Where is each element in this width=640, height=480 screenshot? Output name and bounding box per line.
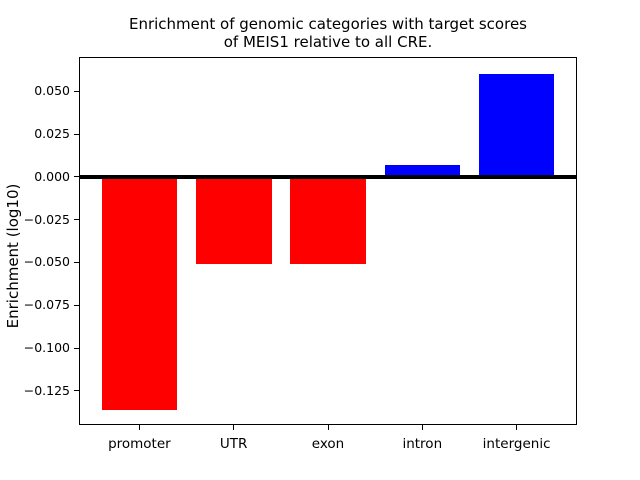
bar-exon <box>290 176 366 265</box>
y-tick-label: −0.050 <box>23 254 70 270</box>
y-tick-label: 0.050 <box>34 83 70 99</box>
y-tick-mark <box>74 390 79 392</box>
x-tick-mark <box>421 425 423 430</box>
y-tick-label: −0.100 <box>23 340 70 355</box>
x-tick-mark <box>233 425 235 430</box>
x-tick-label-promoter: promoter <box>108 436 171 452</box>
y-tick-mark <box>74 219 79 221</box>
y-tick-label: −0.125 <box>23 382 70 398</box>
chart-title-line1: Enrichment of genomic categories with ta… <box>128 15 527 33</box>
y-tick-mark <box>74 261 79 263</box>
bar-intron <box>384 164 461 177</box>
y-tick-mark <box>74 304 79 306</box>
chart-title: Enrichment of genomic categories with ta… <box>79 15 577 51</box>
x-tick-mark <box>327 425 329 430</box>
y-tick-mark <box>74 133 79 135</box>
y-tick-mark <box>74 347 79 349</box>
y-tick-label: −0.075 <box>23 297 70 313</box>
y-tick-mark <box>74 176 79 178</box>
x-tick-mark <box>138 425 140 430</box>
x-tick-label-intergenic: intergenic <box>482 436 551 452</box>
bar-intergenic <box>478 74 555 177</box>
x-tick-label-exon: exon <box>311 436 345 452</box>
x-tick-mark <box>516 425 518 430</box>
zero-line <box>79 174 577 179</box>
y-tick-mark <box>74 90 79 92</box>
x-tick-label-UTR: UTR <box>219 436 248 452</box>
y-tick-label: 0.025 <box>34 126 70 141</box>
x-tick-label-intron: intron <box>402 436 443 452</box>
bar-UTR <box>196 176 272 265</box>
bar-promoter <box>101 176 178 410</box>
chart-title-line2: of MEIS1 relative to all CRE. <box>223 32 433 51</box>
y-tick-label: 0.000 <box>34 168 70 184</box>
y-tick-label: −0.025 <box>23 211 70 227</box>
